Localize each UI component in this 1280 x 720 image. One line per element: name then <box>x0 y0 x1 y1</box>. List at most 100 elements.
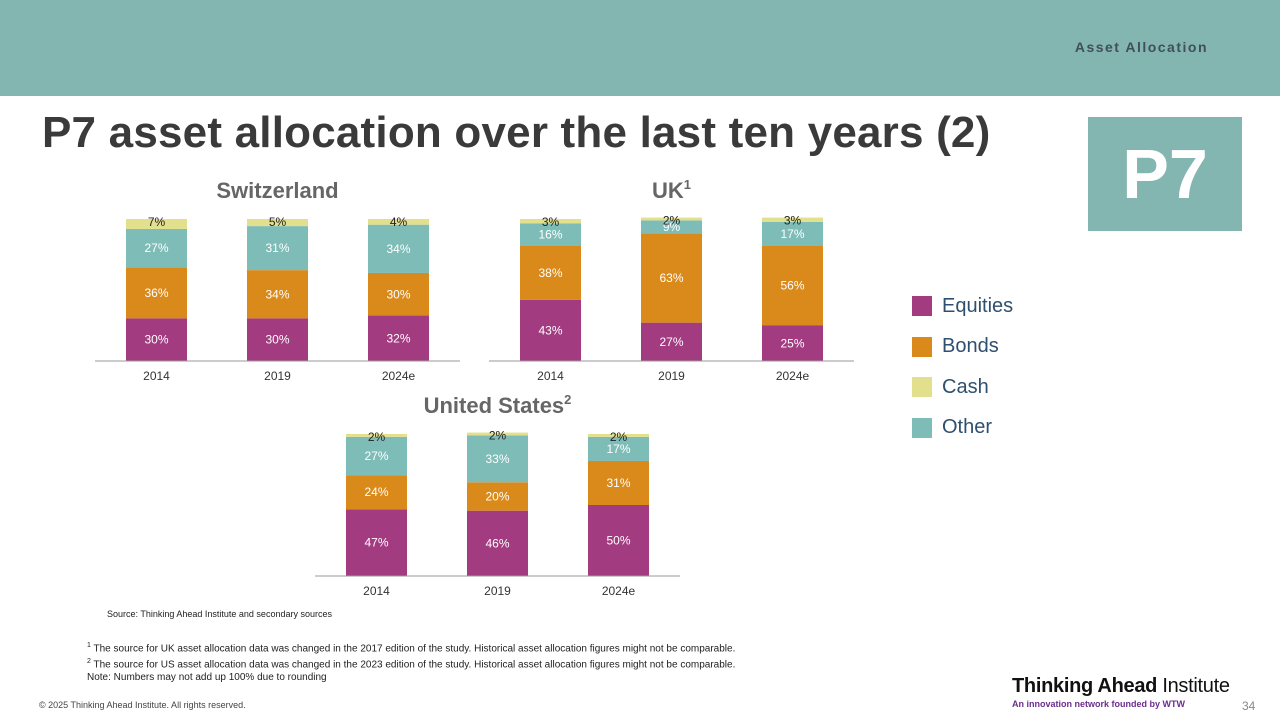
bar-bonds-2019 <box>641 233 702 323</box>
thinking-ahead-institute-logo: Thinking Ahead Institute An innovation n… <box>1012 675 1230 709</box>
bar-bonds-2019 <box>467 482 528 511</box>
data-label-other-2014: 16% <box>538 228 562 242</box>
data-label-equities-2014: 30% <box>144 333 168 347</box>
data-label-bonds-2014: 24% <box>364 485 388 499</box>
legend-label-equities: Equities <box>942 294 1014 317</box>
bar-bonds-2014 <box>346 475 407 510</box>
data-label-equities-2024e: 32% <box>386 331 410 345</box>
logo-tagline: An innovation network founded by WTW <box>1012 699 1185 709</box>
bar-cash-2019 <box>247 219 308 227</box>
bar-equities-2014 <box>520 299 581 361</box>
bar-other-2019 <box>467 435 528 483</box>
data-label-other-2024e: 17% <box>780 227 804 241</box>
x-tick-2019: 2019 <box>658 369 685 383</box>
data-label-equities-2019: 30% <box>265 333 289 347</box>
bar-bonds-2019 <box>247 270 308 319</box>
data-label-bonds-2014: 38% <box>538 266 562 280</box>
chart-title-uk: UK1 <box>652 177 691 203</box>
data-label-bonds-2014: 36% <box>144 286 168 300</box>
footnotes: 1 The source for UK asset allocation dat… <box>87 640 735 684</box>
legend-item-bonds: Bonds <box>912 327 1013 368</box>
bar-equities-2019 <box>641 322 702 361</box>
bar-equities-2024e <box>588 505 649 576</box>
bar-equities-2024e <box>762 325 823 361</box>
bar-bonds-2014 <box>520 245 581 300</box>
page-title: P7 asset allocation over the last ten ye… <box>42 108 991 157</box>
data-label-cash-2014: 2% <box>368 430 386 444</box>
header-band <box>0 0 1280 96</box>
bar-other-2019 <box>641 220 702 234</box>
rounding-note: Note: Numbers may not add up 100% due to… <box>87 671 327 683</box>
copyright: © 2025 Thinking Ahead Institute. All rig… <box>39 700 246 710</box>
bar-cash-2019 <box>467 432 528 436</box>
data-label-cash-2014: 7% <box>148 215 166 229</box>
x-tick-2019: 2019 <box>484 584 511 598</box>
data-label-bonds-2019: 20% <box>485 489 509 503</box>
logo-name-regular: Institute <box>1157 675 1230 697</box>
data-label-equities-2014: 43% <box>538 323 562 337</box>
logo-name-bold: Thinking Ahead <box>1012 675 1158 697</box>
data-label-bonds-2019: 34% <box>265 287 289 301</box>
x-tick-2024e: 2024e <box>776 369 810 383</box>
legend-label-other: Other <box>942 416 993 439</box>
bar-other-2024e <box>368 224 429 273</box>
bar-other-2019 <box>247 226 308 271</box>
footnote-2-text: The source for US asset allocation data … <box>90 659 736 671</box>
data-label-other-2019: 9% <box>663 220 681 234</box>
bar-equities-2014 <box>346 509 407 576</box>
bar-equities-2014 <box>126 318 187 361</box>
data-label-other-2024e: 17% <box>606 442 630 456</box>
legend-item-cash: Cash <box>912 367 1013 408</box>
chart-title-footnote-mark: 1 <box>684 177 691 192</box>
bar-cash-2024e <box>762 217 823 222</box>
footnote-2: 2 The source for US asset allocation dat… <box>87 656 735 672</box>
bar-bonds-2014 <box>126 267 187 319</box>
data-label-bonds-2024e: 31% <box>606 476 630 490</box>
data-label-other-2019: 31% <box>265 241 289 255</box>
data-label-cash-2024e: 4% <box>390 215 408 229</box>
bar-other-2014 <box>346 436 407 476</box>
legend-swatch-bonds <box>912 336 932 357</box>
data-label-cash-2014: 3% <box>542 215 560 229</box>
bar-other-2014 <box>520 223 581 246</box>
bar-bonds-2024e <box>762 245 823 326</box>
page-number: 34 <box>1242 699 1256 713</box>
legend-swatch-equities <box>912 296 932 317</box>
data-label-other-2014: 27% <box>364 449 388 463</box>
x-tick-2024e: 2024e <box>602 584 636 598</box>
legend-label-cash: Cash <box>942 375 989 398</box>
data-label-cash-2024e: 2% <box>610 430 628 444</box>
data-label-equities-2019: 46% <box>485 536 509 550</box>
bar-cash-2024e <box>588 434 649 437</box>
legend-label-bonds: Bonds <box>942 335 999 358</box>
bar-other-2014 <box>126 228 187 268</box>
bar-bonds-2024e <box>588 460 649 505</box>
chart-title-footnote-mark: 2 <box>564 392 571 407</box>
data-label-cash-2019: 5% <box>269 215 287 229</box>
logo-name: Thinking Ahead Institute <box>1012 675 1230 698</box>
source-note: Source: Thinking Ahead Institute and sec… <box>107 609 332 619</box>
bar-cash-2014 <box>346 434 407 437</box>
data-label-other-2024e: 34% <box>386 242 410 256</box>
footnote-1-text: The source for UK asset allocation data … <box>90 643 736 655</box>
bar-cash-2024e <box>368 219 429 225</box>
data-label-cash-2019: 2% <box>663 214 681 228</box>
legend-item-other: Other <box>912 408 1013 449</box>
bar-cash-2014 <box>126 219 187 229</box>
bar-bonds-2024e <box>368 272 429 316</box>
legend-item-equities: Equities <box>912 286 1013 327</box>
bar-other-2024e <box>588 436 649 461</box>
data-label-other-2014: 27% <box>144 241 168 255</box>
data-label-bonds-2024e: 56% <box>780 279 804 293</box>
data-label-bonds-2024e: 30% <box>386 287 410 301</box>
x-tick-2024e: 2024e <box>382 369 416 383</box>
data-label-equities-2014: 47% <box>364 536 388 550</box>
bar-equities-2019 <box>247 318 308 361</box>
data-label-other-2019: 33% <box>485 452 509 466</box>
x-tick-2014: 2014 <box>143 369 170 383</box>
x-tick-2019: 2019 <box>264 369 291 383</box>
legend-swatch-cash <box>912 377 932 398</box>
chart-title-switzerland: Switzerland <box>216 178 338 203</box>
data-label-bonds-2019: 63% <box>659 271 683 285</box>
data-label-cash-2019: 2% <box>489 429 507 443</box>
